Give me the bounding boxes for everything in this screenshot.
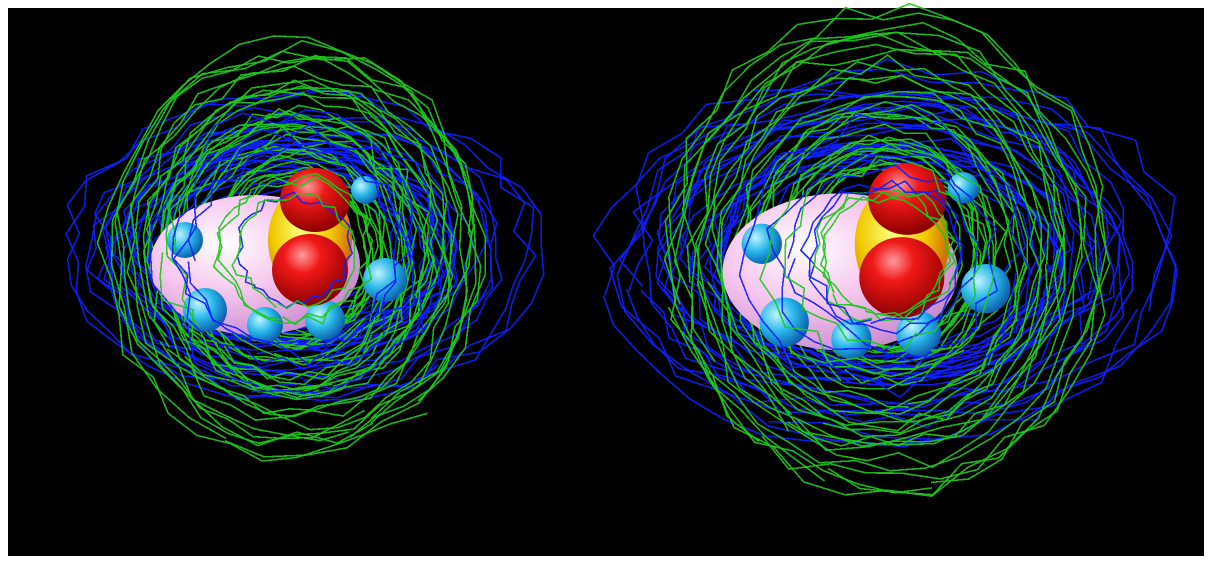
molecular-rendering	[0, 0, 1212, 564]
page: (() => { const data = JSON.parse(documen…	[0, 0, 1212, 564]
surface-cyan	[760, 298, 809, 347]
surface-red	[868, 163, 946, 235]
surface-red	[272, 234, 348, 306]
